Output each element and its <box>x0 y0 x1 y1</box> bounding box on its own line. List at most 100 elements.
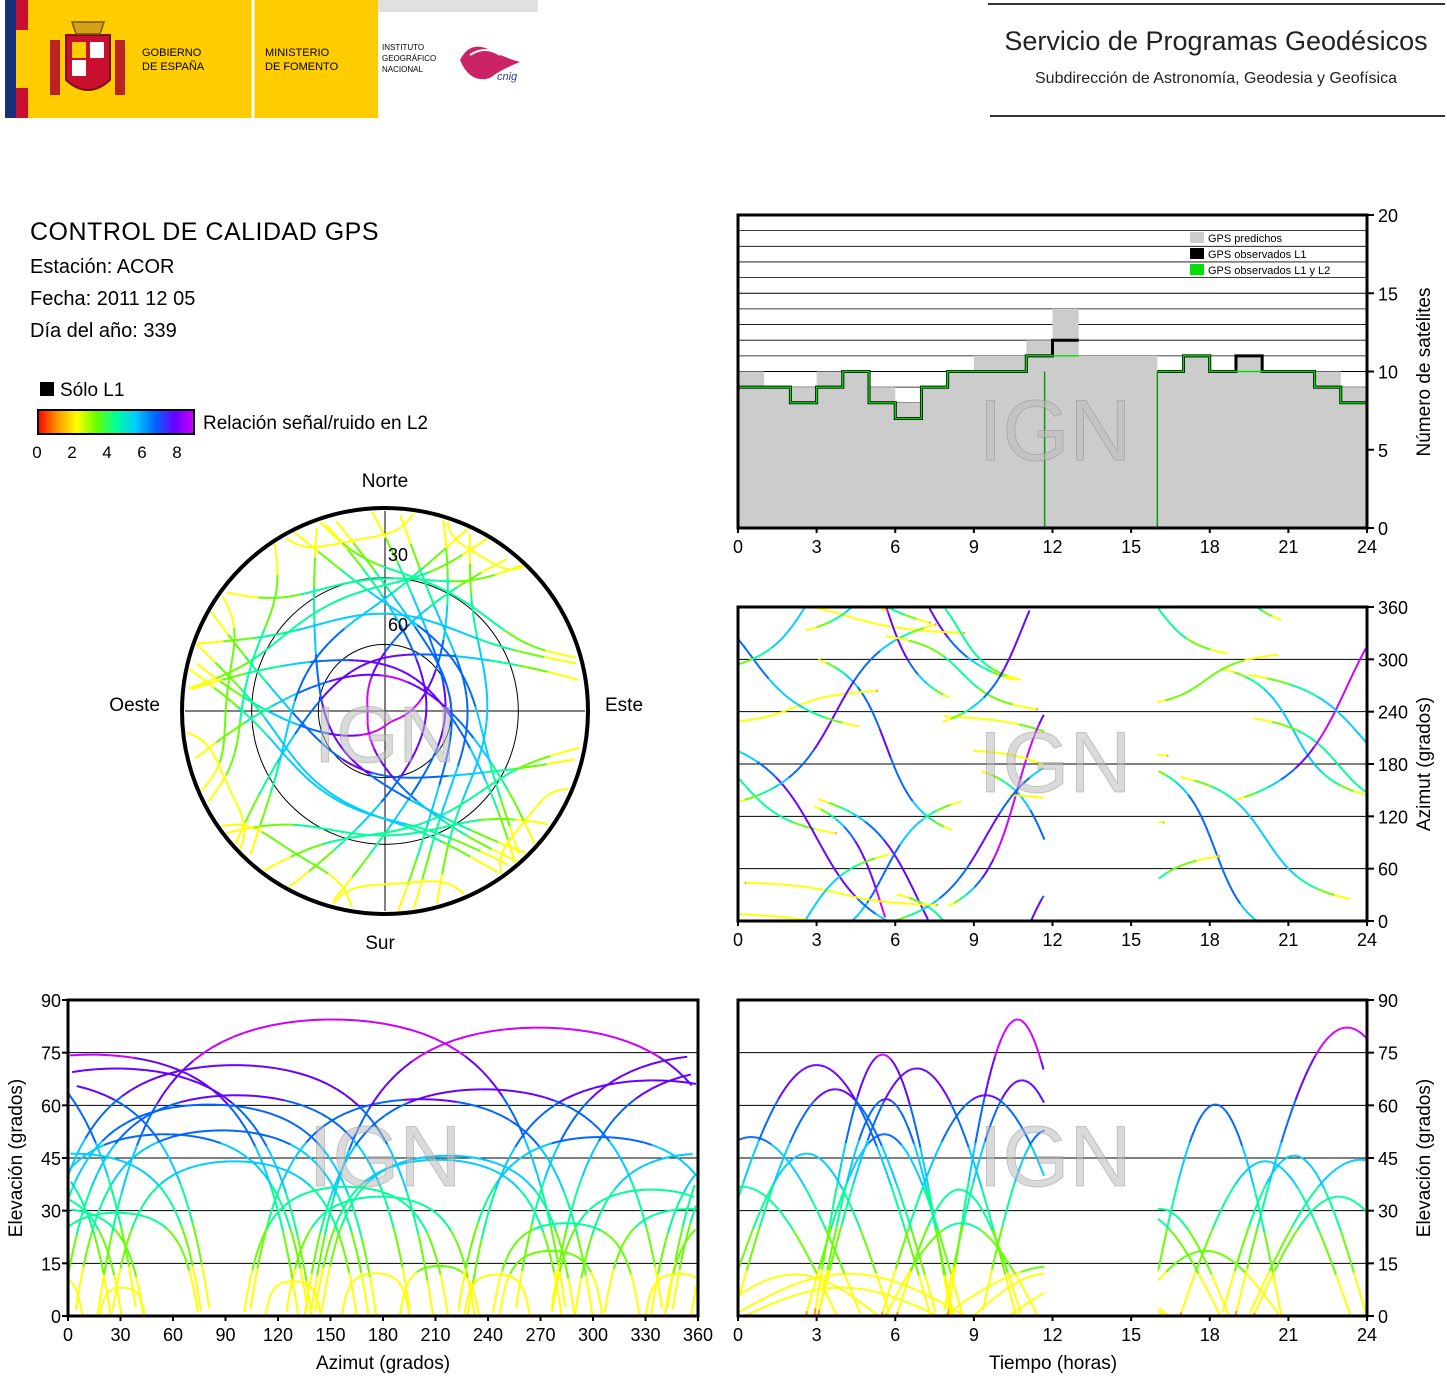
track-segment <box>1178 784 1182 788</box>
track-segment <box>1263 688 1267 692</box>
track-segment <box>560 759 568 763</box>
track-segment <box>253 825 258 829</box>
track-segment <box>847 608 851 611</box>
track-segment <box>1252 680 1256 683</box>
track-segment <box>1173 780 1177 783</box>
track-segment <box>329 874 333 878</box>
track-segment <box>882 911 887 918</box>
track-segment <box>476 712 481 720</box>
track-segment <box>457 1268 461 1272</box>
track-segment <box>546 762 554 766</box>
track-segment <box>826 717 829 720</box>
track-segment <box>750 757 754 760</box>
track-segment <box>755 760 759 763</box>
track-segment <box>391 666 398 670</box>
track-segment <box>445 605 449 615</box>
track-segment <box>1009 806 1014 813</box>
track-segment <box>367 686 370 692</box>
track-segment <box>442 863 446 870</box>
track-segment <box>351 674 358 678</box>
track-segment <box>1206 783 1209 787</box>
track-segment <box>934 820 937 824</box>
track-segment <box>552 1284 557 1297</box>
track-segment <box>483 730 487 739</box>
track-segment <box>812 747 817 751</box>
track-segment <box>915 671 919 676</box>
track-segment <box>1024 802 1028 806</box>
track-segment <box>213 790 217 795</box>
track-segment <box>772 644 776 648</box>
track-segment <box>911 913 914 916</box>
track-segment <box>805 701 808 704</box>
track-segment <box>389 654 396 658</box>
track-segment <box>786 790 790 794</box>
track-segment <box>229 726 238 734</box>
track-segment <box>940 824 943 827</box>
track-segment <box>409 515 413 519</box>
track-segment <box>533 653 540 657</box>
track-segment <box>862 819 866 823</box>
track-segment <box>1206 829 1210 835</box>
track-segment <box>493 562 497 566</box>
track-segment <box>795 768 799 772</box>
track-segment <box>909 913 912 917</box>
track-segment <box>241 816 244 820</box>
track-segment <box>276 734 282 741</box>
track-segment <box>987 828 991 833</box>
track-segment <box>911 800 915 804</box>
track-segment <box>419 774 425 781</box>
track-segment <box>836 616 840 619</box>
track-segment <box>295 715 302 722</box>
track-segment <box>866 822 869 825</box>
track-segment <box>827 723 831 728</box>
track-segment <box>1281 861 1285 865</box>
track-segment <box>835 617 838 620</box>
track-segment <box>1257 827 1262 832</box>
track-segment <box>1344 771 1348 775</box>
track-segment <box>1350 778 1354 782</box>
track-segment <box>286 855 292 860</box>
track-segment <box>242 662 248 667</box>
track-segment <box>247 666 252 674</box>
track-segment <box>522 820 529 829</box>
track-segment <box>778 689 782 693</box>
track-segment <box>969 889 973 893</box>
track-segment <box>1202 680 1206 683</box>
track-segment <box>1172 867 1176 871</box>
track-segment <box>888 642 892 645</box>
track-segment <box>215 736 224 744</box>
track-segment <box>472 1290 476 1294</box>
track-segment <box>404 789 412 797</box>
track-segment <box>261 830 265 834</box>
sky-plot-chart: IGN Norte Sur Este Oeste 30 60 <box>109 471 643 954</box>
track-segment <box>880 874 884 879</box>
track-segment <box>200 788 204 792</box>
track-segment <box>215 766 219 770</box>
track-segment <box>347 549 354 557</box>
track-segment <box>457 823 465 829</box>
track-segment <box>304 858 309 863</box>
track-segment <box>443 858 447 865</box>
track-segment <box>1288 771 1291 775</box>
track-segment <box>258 1248 263 1259</box>
track-segment <box>988 694 992 698</box>
track-segment <box>516 827 521 831</box>
track-segment <box>474 791 481 797</box>
track-segment <box>919 901 923 904</box>
track-segment <box>1258 684 1262 688</box>
track-segment <box>347 761 355 767</box>
track-segment <box>425 629 430 637</box>
track-segment <box>402 523 406 526</box>
track-segment <box>508 647 514 651</box>
track-segment <box>1194 685 1198 689</box>
track-segment <box>1004 801 1009 805</box>
track-segment <box>231 651 235 656</box>
track-segment <box>534 646 539 650</box>
track-segment <box>767 677 771 682</box>
track-segment <box>777 814 781 817</box>
track-segment <box>775 784 779 788</box>
track-segment <box>291 594 297 598</box>
track-segment <box>306 847 311 851</box>
track-segment <box>953 901 957 904</box>
track-segment <box>445 1042 457 1051</box>
